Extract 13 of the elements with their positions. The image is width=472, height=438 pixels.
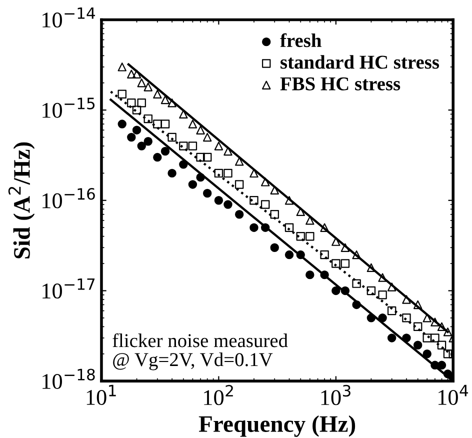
x-axis-title: Frequency (Hz): [198, 415, 356, 437]
y-tick-label: 10$^{−15}$: [42, 98, 95, 118]
y-tick-label: 10$^{−16}$: [42, 188, 95, 208]
annotation: flicker noise measured @ Vg=2V, Vd=0.1V: [112, 333, 288, 370]
y-tick-label: 10$^{−14}$: [42, 7, 96, 28]
legend-label: FBS HC stress: [280, 77, 400, 90]
legend-label: fresh: [280, 33, 322, 48]
y-axis-title: Sid (A$^{2}$/Hz): [8, 142, 35, 258]
y-tick-label: 10$^{−17}$: [42, 278, 95, 299]
x-tick-label: 10$^{3}$: [321, 384, 350, 406]
x-tick-label: 10$^{4}$: [438, 384, 468, 405]
legend-label: standard HC stress: [280, 55, 440, 69]
x-tick-label: 10$^{2}$: [204, 384, 233, 406]
